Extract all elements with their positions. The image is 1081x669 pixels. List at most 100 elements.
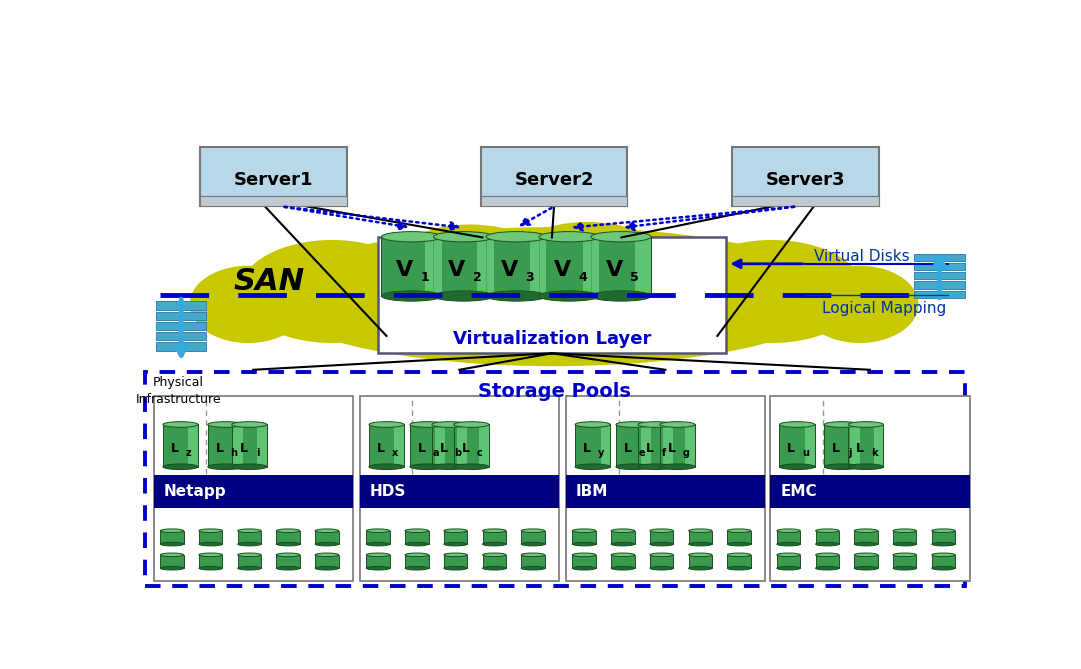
Text: j: j (849, 448, 852, 458)
Bar (316, 531, 338, 544)
Ellipse shape (160, 529, 184, 533)
Text: L: L (215, 442, 224, 455)
Ellipse shape (573, 543, 596, 546)
Bar (641, 425, 651, 467)
Bar (486, 237, 547, 296)
Ellipse shape (199, 529, 223, 533)
Ellipse shape (573, 529, 596, 533)
Text: IBM: IBM (576, 484, 609, 499)
Ellipse shape (680, 240, 864, 343)
Text: Server3: Server3 (765, 171, 845, 189)
Text: L: L (171, 442, 178, 455)
Ellipse shape (369, 464, 404, 470)
Ellipse shape (277, 567, 299, 570)
Bar (154, 395, 352, 581)
Ellipse shape (382, 231, 442, 242)
Bar (565, 395, 765, 581)
Text: L: L (645, 442, 654, 455)
Ellipse shape (486, 231, 547, 242)
Ellipse shape (849, 464, 883, 470)
Bar (200, 147, 347, 207)
Ellipse shape (405, 567, 428, 570)
Bar (521, 531, 545, 544)
Bar (932, 555, 956, 568)
Bar (479, 425, 489, 467)
Ellipse shape (815, 553, 839, 557)
Text: 5: 5 (630, 271, 639, 284)
Ellipse shape (854, 567, 878, 570)
Bar (405, 555, 428, 568)
Bar (410, 425, 445, 467)
Text: y: y (598, 448, 604, 458)
Ellipse shape (431, 421, 467, 427)
Text: e: e (639, 448, 645, 458)
Ellipse shape (238, 529, 262, 533)
Ellipse shape (893, 553, 917, 557)
Bar (444, 555, 467, 568)
Ellipse shape (815, 543, 839, 546)
Ellipse shape (932, 529, 956, 533)
Ellipse shape (444, 567, 467, 570)
Bar (369, 425, 404, 467)
Ellipse shape (160, 567, 184, 570)
Ellipse shape (163, 421, 198, 427)
Bar (277, 555, 299, 568)
Bar (915, 291, 964, 298)
Text: L: L (668, 442, 676, 455)
Bar (685, 425, 695, 467)
Ellipse shape (815, 529, 839, 533)
Text: 1: 1 (421, 271, 429, 284)
Ellipse shape (405, 543, 428, 546)
Ellipse shape (521, 543, 545, 546)
Bar (728, 531, 751, 544)
Bar (366, 531, 390, 544)
Bar (815, 531, 839, 544)
Text: f: f (662, 448, 666, 458)
Ellipse shape (611, 529, 635, 533)
Ellipse shape (689, 567, 712, 570)
Bar (616, 425, 651, 467)
Ellipse shape (521, 553, 545, 557)
Bar (530, 237, 547, 296)
Text: V: V (553, 260, 571, 280)
Ellipse shape (369, 421, 404, 427)
Bar (231, 425, 267, 467)
Text: SAN: SAN (233, 267, 305, 296)
Bar (635, 237, 651, 296)
Text: Netapp: Netapp (163, 484, 226, 499)
Text: V: V (501, 260, 518, 280)
Text: b: b (454, 448, 462, 458)
Ellipse shape (454, 421, 489, 427)
Bar (601, 425, 611, 467)
Ellipse shape (231, 464, 267, 470)
Ellipse shape (521, 567, 545, 570)
Text: 3: 3 (525, 271, 534, 284)
Ellipse shape (382, 291, 442, 301)
Ellipse shape (854, 529, 878, 533)
Bar (777, 555, 800, 568)
Text: g: g (682, 448, 690, 458)
Ellipse shape (238, 553, 262, 557)
Bar (436, 425, 445, 467)
Bar (932, 531, 956, 544)
Ellipse shape (779, 421, 815, 427)
Bar (366, 555, 390, 568)
Ellipse shape (199, 553, 223, 557)
Bar (815, 555, 839, 568)
Ellipse shape (512, 222, 663, 294)
Bar (457, 425, 467, 467)
Text: L: L (376, 442, 385, 455)
Ellipse shape (482, 553, 506, 557)
Text: 2: 2 (472, 271, 481, 284)
Ellipse shape (777, 529, 800, 533)
Text: V: V (397, 260, 414, 280)
Bar (850, 425, 859, 467)
Bar (477, 237, 494, 296)
Bar (573, 531, 596, 544)
Bar (611, 555, 635, 568)
Ellipse shape (366, 553, 390, 557)
Text: u: u (802, 448, 809, 458)
Ellipse shape (825, 421, 859, 427)
Bar (257, 425, 267, 467)
Bar (728, 555, 751, 568)
